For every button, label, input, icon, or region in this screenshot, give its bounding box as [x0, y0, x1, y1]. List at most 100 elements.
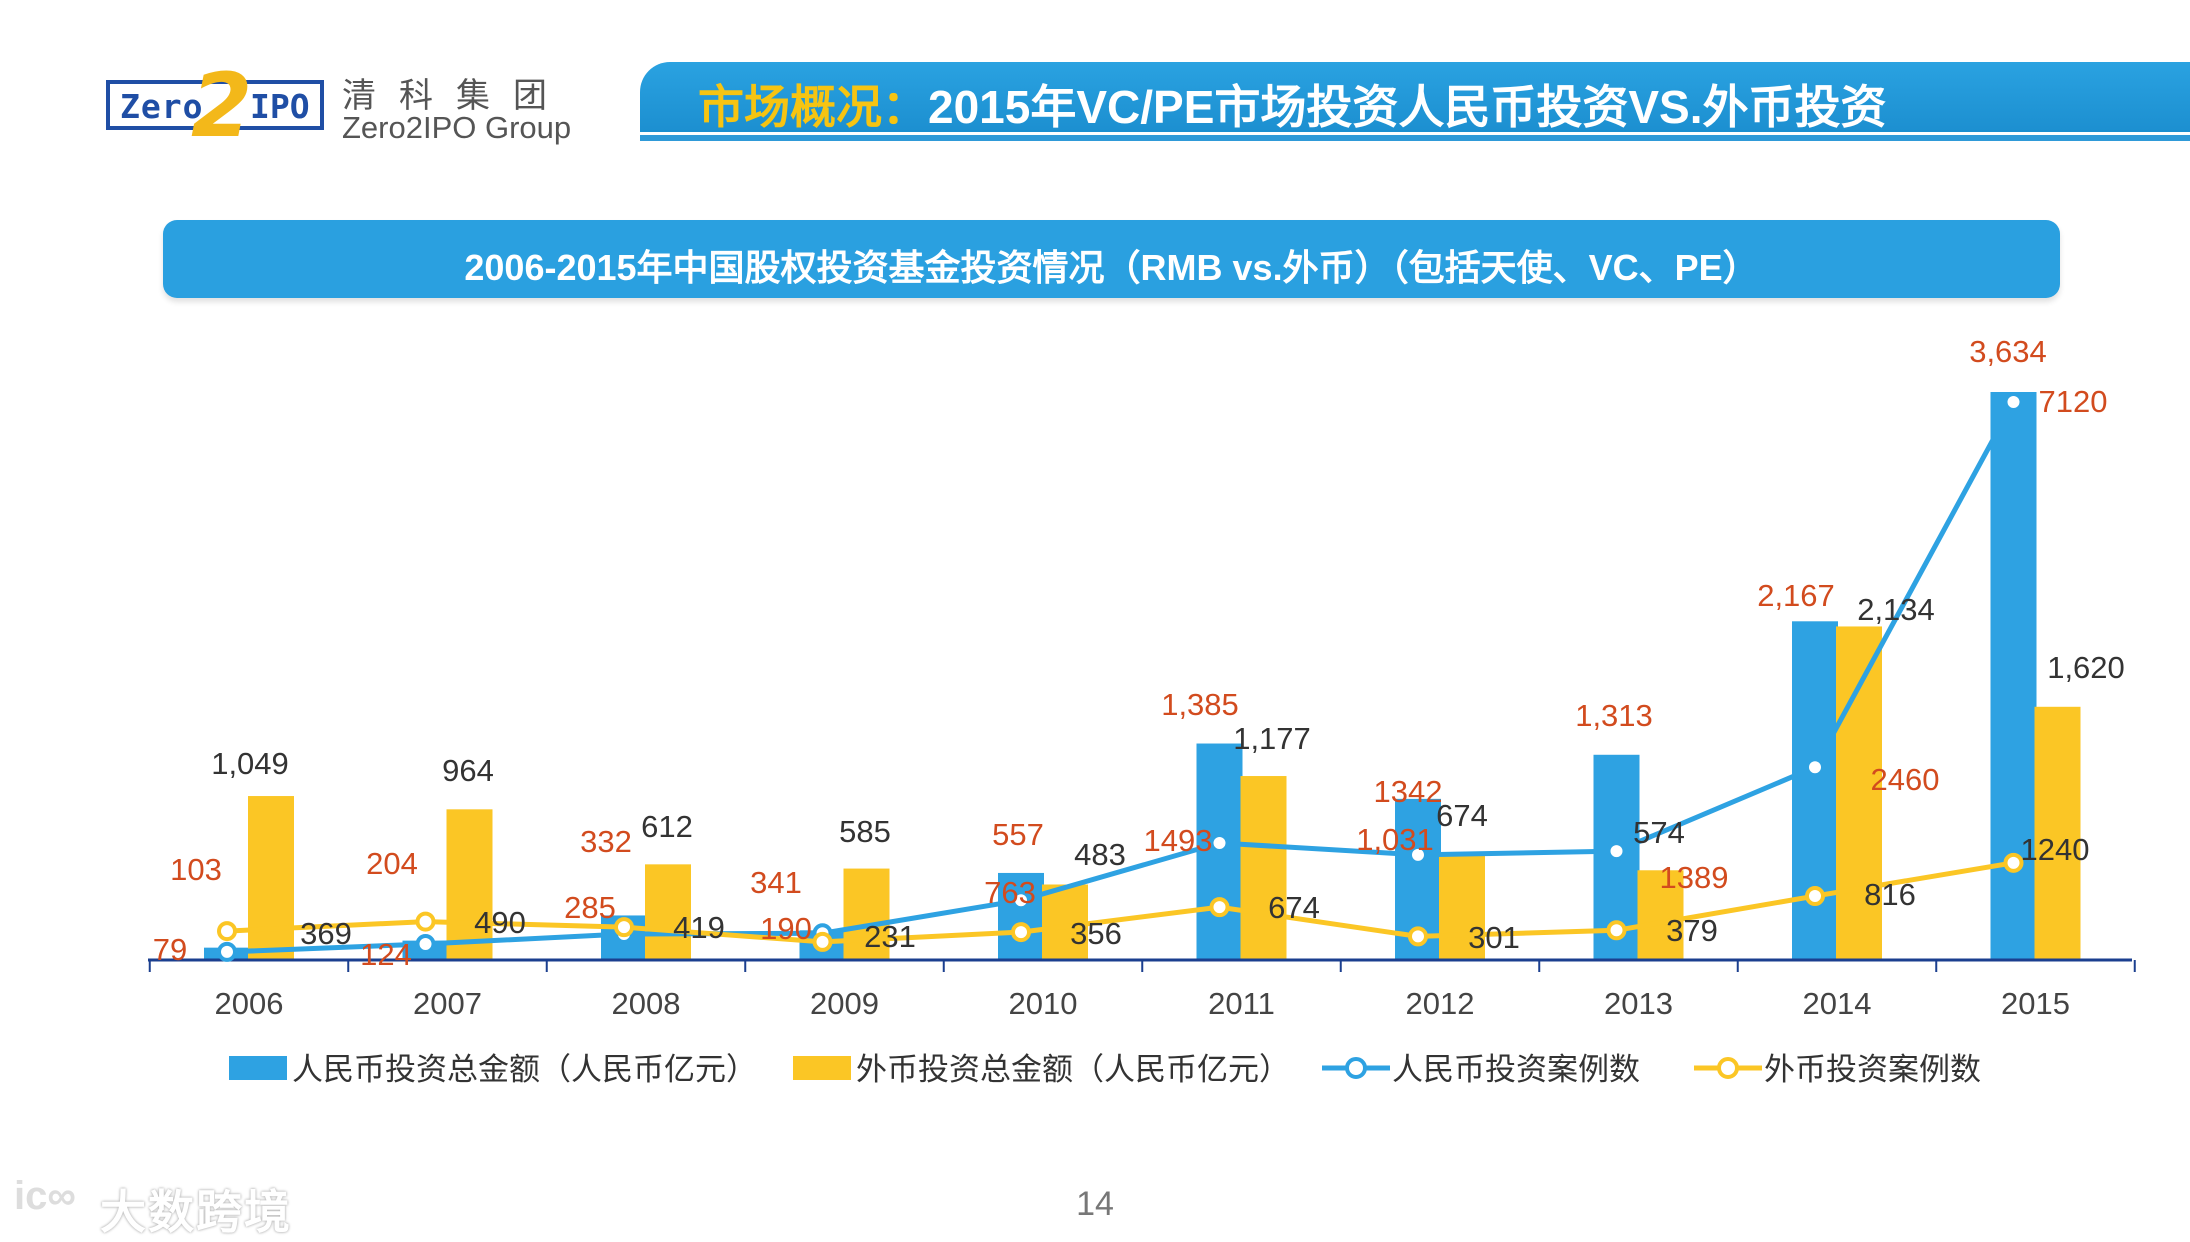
foreign-amount-label-2012: 674	[1436, 798, 1488, 833]
page-title-bar: 市场概况：2015年VC/PE市场投资人民币投资VS.外币投资	[640, 62, 2190, 133]
chart-title-bar: 2006-2015年中国股权投资基金投资情况（RMB vs.外币）（包括天使、V…	[163, 220, 2060, 298]
foreign-amount-bar-2008	[645, 864, 691, 960]
page-title-rest: 2015年VC/PE市场投资人民币投资VS.外币投资	[928, 81, 1887, 133]
rmb-cases-point-2012	[1408, 844, 1428, 865]
rmb-amount-label-2012: 1,031	[1356, 822, 1434, 857]
legend-rmb-cases-marker	[1345, 1057, 1367, 1079]
x-tick-label-2006: 2006	[215, 986, 284, 1021]
rmb-cases-point-2010	[1011, 890, 1031, 911]
foreign-amount-label-2013: 574	[1633, 815, 1685, 850]
foreign-cases-label-2012: 301	[1468, 920, 1520, 955]
foreign-cases-label-2015: 1240	[2021, 832, 2090, 867]
title-underline	[640, 135, 2190, 141]
foreign-amount-bar-2011	[1240, 776, 1287, 960]
watermark: ic∞ 大数跨境	[14, 1172, 304, 1238]
foreign-cases-point-2010	[1011, 922, 1031, 943]
rmb-cases-label-2009: 341	[750, 865, 802, 900]
watermark-logo-icon: ic∞	[14, 1174, 76, 1218]
foreign-cases-label-2009: 231	[864, 919, 916, 954]
logo-name-cn: 清科集团	[342, 77, 570, 115]
foreign-cases-label-2013: 379	[1666, 913, 1718, 948]
rmb-cases-point-2006	[217, 941, 237, 962]
legend-foreign-amount-swatch	[793, 1056, 851, 1080]
foreign-cases-point-2006	[217, 921, 237, 942]
foreign-cases-label-2006: 369	[300, 916, 352, 951]
logo-mark-right: IPO	[250, 87, 310, 126]
rmb-amount-bar-2014	[1792, 621, 1838, 960]
x-tick-label-2012: 2012	[1406, 986, 1475, 1021]
foreign-amount-label-2006: 1,049	[211, 746, 289, 781]
foreign-amount-bar-2006	[248, 796, 294, 960]
foreign-amount-label-2008: 612	[641, 809, 693, 844]
foreign-cases-point-2011	[1209, 897, 1230, 918]
rmb-amount-label-2009: 190	[760, 911, 812, 946]
page-title: 市场概况：2015年VC/PE市场投资人民币投资VS.外币投资	[698, 71, 1887, 137]
foreign-amount-bar-2009	[843, 868, 890, 960]
rmb-amount-label-2014: 2,167	[1757, 578, 1835, 613]
rmb-amount-label-2007: 124	[360, 937, 412, 972]
foreign-cases-line	[226, 860, 2014, 945]
foreign-amount-bar-2013	[1637, 870, 1684, 960]
foreign-amount-label-2014: 2,134	[1857, 592, 1935, 627]
logo-mark-two: 2	[191, 54, 253, 157]
rmb-cases-point-2013	[1606, 841, 1627, 862]
foreign-cases-point-2008	[614, 917, 634, 938]
watermark-text: 大数跨境	[100, 1186, 292, 1238]
legend-foreign-cases-marker	[1717, 1057, 1739, 1079]
x-tick-label-2007: 2007	[413, 986, 482, 1021]
foreign-cases-point-2015	[2003, 852, 2024, 873]
rmb-amount-label-2015: 3,634	[1969, 334, 2047, 369]
rmb-cases-label-2008: 332	[580, 824, 632, 859]
foreign-amount-bar-2012	[1439, 854, 1485, 960]
rmb-amount-label-2008: 285	[564, 890, 616, 925]
foreign-cases-label-2011: 674	[1268, 890, 1320, 925]
foreign-cases-point-2012	[1408, 926, 1428, 947]
foreign-amount-label-2010: 483	[1074, 837, 1126, 872]
logo-name-en: Zero2IPO Group	[342, 110, 572, 145]
rmb-cases-label-2013: 1389	[1660, 860, 1729, 895]
rmb-cases-label-2006: 103	[170, 852, 222, 887]
foreign-cases-point-2007	[415, 911, 436, 932]
foreign-amount-bar-2015	[2034, 706, 2081, 960]
rmb-cases-label-2007: 204	[366, 846, 418, 881]
chart-title: 2006-2015年中国股权投资基金投资情况（RMB vs.外币）（包括天使、V…	[464, 247, 1759, 288]
x-tick-label-2014: 2014	[1803, 986, 1872, 1021]
foreign-amount-label-2007: 964	[442, 753, 494, 788]
rmb-amount-label-2006: 79	[153, 932, 187, 967]
logo-mark: Zero IPO	[106, 80, 324, 130]
rmb-cases-label-2012: 1342	[1374, 774, 1443, 809]
legend-foreign-cases-label: 外币投资案例数	[1764, 1052, 1981, 1087]
rmb-cases-label-2014: 2460	[1871, 762, 1940, 797]
rmb-cases-label-2015: 7120	[2039, 384, 2108, 419]
logo-mark-left: Zero	[120, 87, 204, 126]
foreign-amount-bar-2007	[446, 809, 493, 960]
foreign-amount-label-2011: 1,177	[1233, 721, 1311, 756]
foreign-cases-point-2014	[1805, 886, 1825, 907]
x-tick-label-2013: 2013	[1604, 986, 1673, 1021]
rmb-cases-point-2014	[1805, 757, 1825, 778]
rmb-amount-bar-2010	[998, 872, 1044, 960]
x-tick-label-2011: 2011	[1208, 986, 1275, 1021]
zero2ipo-logo: Zero IPO 2 清科集团 Zero2IPO Group	[106, 62, 586, 150]
x-tick-label-2010: 2010	[1009, 986, 1078, 1021]
rmb-cases-point-2007	[415, 934, 436, 955]
foreign-amount-label-2009: 585	[839, 814, 891, 849]
foreign-cases-point-2009	[812, 931, 833, 952]
rmb-cases-point-2011	[1209, 832, 1230, 853]
page-title-highlight: 市场概况：	[698, 81, 928, 133]
x-tick-label-2009: 2009	[810, 986, 879, 1021]
legend-rmb-cases-label: 人民币投资案例数	[1392, 1052, 1640, 1087]
x-tick-label-2015: 2015	[2001, 986, 2070, 1021]
rmb-cases-label-2010: 763	[984, 875, 1036, 910]
page-number: 14	[1076, 1185, 1114, 1223]
rmb-cases-label-2011: 1493	[1144, 823, 1213, 858]
legend-foreign-amount-label: 外币投资总金额（人民币亿元）	[856, 1052, 1290, 1087]
foreign-cases-label-2008: 419	[673, 910, 725, 945]
rmb-amount-label-2010: 557	[992, 817, 1044, 852]
legend-rmb-amount-swatch	[229, 1056, 287, 1080]
rmb-cases-point-2015	[2003, 392, 2024, 412]
rmb-cases-line	[226, 400, 2016, 955]
legend-rmb-amount-label: 人民币投资总金额（人民币亿元）	[292, 1052, 757, 1087]
foreign-cases-label-2010: 356	[1070, 916, 1122, 951]
foreign-amount-label-2015: 1,620	[2047, 650, 2125, 685]
